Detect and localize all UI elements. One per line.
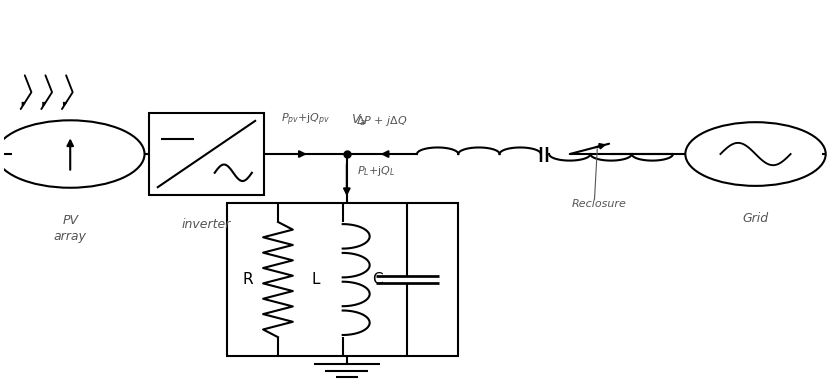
- Text: $V_a$: $V_a$: [351, 113, 366, 128]
- Text: Grid: Grid: [742, 212, 769, 225]
- Text: Reclosure: Reclosure: [571, 199, 626, 209]
- Text: $\Delta P$ + $j\Delta Q$: $\Delta P$ + $j\Delta Q$: [356, 114, 408, 128]
- Text: inverter: inverter: [182, 218, 231, 231]
- Text: PV
array: PV array: [53, 214, 87, 243]
- Text: $P_{pv}$+j$Q_{pv}$: $P_{pv}$+j$Q_{pv}$: [281, 111, 330, 128]
- Text: C: C: [372, 272, 383, 287]
- Text: $P_L$+j$Q_L$: $P_L$+j$Q_L$: [357, 164, 395, 178]
- Bar: [227, 203, 459, 356]
- Text: L: L: [311, 272, 319, 287]
- Text: R: R: [243, 272, 254, 287]
- Bar: [148, 113, 264, 195]
